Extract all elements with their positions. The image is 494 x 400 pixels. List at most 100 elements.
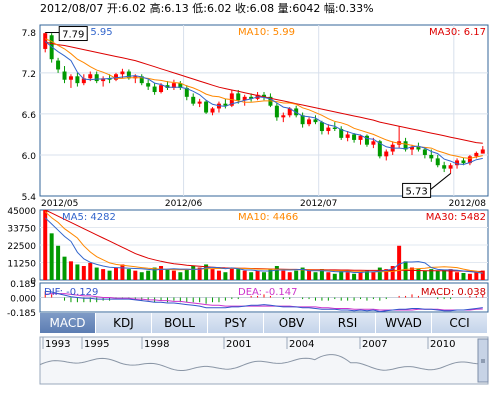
volume-bar: [126, 269, 131, 280]
indicator-tabs: MACD KDJ BOLL PSY OBV RSI WVAD CCI: [40, 313, 488, 333]
navigator-year-label: 1993: [45, 339, 70, 350]
volume-bar: [43, 210, 48, 280]
candle-body: [345, 134, 350, 138]
candle-body: [101, 78, 106, 82]
tab-boll[interactable]: BOLL: [152, 313, 208, 333]
volume-bar: [416, 269, 421, 280]
price-y-tick: 5.4: [22, 193, 37, 203]
volume-bar: [49, 233, 54, 280]
navigator-year-label: 2004: [289, 339, 314, 350]
min-label: 5.73: [405, 186, 427, 197]
vol-ma5-legend: MA5: 4282: [62, 212, 116, 223]
candle-body: [474, 152, 479, 157]
volume-bar: [101, 269, 106, 280]
ma30-legend: MA30: 6.17: [429, 27, 486, 38]
candle-body: [120, 71, 125, 75]
vol-ma10-line: [44, 211, 483, 274]
volume-bar: [352, 273, 357, 280]
tab-psy[interactable]: PSY: [208, 313, 264, 333]
volume-bar: [236, 269, 241, 280]
candle-body: [313, 119, 318, 123]
volume-bar: [81, 266, 86, 280]
candle-body: [171, 83, 176, 88]
candle-body: [107, 78, 112, 80]
volume-bar: [435, 270, 440, 280]
candle-body: [307, 119, 312, 125]
volume-bar: [326, 272, 331, 280]
candle-body: [410, 146, 414, 150]
volume-y-tick: 33750: [7, 225, 36, 235]
date-x-label: 2012/05: [41, 199, 78, 209]
date-x-label: 2012/06: [165, 199, 203, 209]
candle-body: [339, 128, 344, 138]
volume-bar: [422, 270, 427, 280]
min-label-box: [402, 182, 432, 198]
dif-legend: DIF: -0.129: [44, 287, 98, 298]
volume-bar: [274, 266, 279, 280]
volume-bar: [339, 270, 344, 280]
candle-body: [442, 165, 447, 169]
volume-bar: [358, 272, 363, 280]
candle-body: [358, 135, 363, 140]
candle-body: [223, 103, 228, 106]
quote-header: 2012/08/07 开:6.02 高:6.13 低:6.02 收:6.08 量…: [40, 1, 374, 15]
volume-bar: [197, 267, 202, 280]
vol-ma5-line: [44, 217, 483, 274]
candle-body: [281, 115, 286, 118]
volume-bar: [474, 272, 479, 280]
candle-body: [204, 101, 209, 113]
tab-rsi[interactable]: RSI: [320, 313, 376, 333]
tab-macd[interactable]: MACD: [40, 313, 96, 333]
volume-bar: [75, 264, 80, 280]
candle-body: [448, 165, 453, 169]
volume-bar: [455, 272, 460, 280]
volume-bar: [294, 270, 299, 280]
volume-bar: [171, 270, 176, 280]
volume-bar: [345, 272, 350, 280]
candle-body: [262, 94, 266, 97]
volume-bar: [178, 272, 183, 280]
date-x-label: 2012/08: [449, 199, 487, 209]
volume-bar: [223, 272, 228, 280]
ma10-line: [45, 38, 483, 159]
candle-body: [184, 87, 189, 97]
candle-body: [384, 151, 389, 157]
macd-y-tick: 0.185: [10, 280, 36, 290]
volume-bar: [480, 270, 485, 280]
tab-wvad[interactable]: WVAD: [376, 313, 432, 333]
tab-cci[interactable]: CCI: [432, 313, 488, 333]
volume-bar: [216, 270, 221, 280]
macd-legend: MACD: 0.038: [421, 287, 486, 298]
candle-body: [300, 115, 305, 125]
tab-kdj[interactable]: KDJ: [96, 313, 152, 333]
dea-line: [45, 293, 483, 311]
candle-body: [88, 74, 93, 79]
macd-y-tick: -0.185: [7, 309, 36, 319]
candle-body: [377, 141, 382, 157]
volume-y-tick: 11250: [7, 260, 36, 270]
price-y-tick: 6.6: [22, 111, 37, 121]
dea-legend: DEA: -0.147: [238, 287, 297, 298]
volume-bar: [255, 270, 260, 280]
candle-body: [242, 96, 247, 101]
volume-bar: [377, 267, 382, 280]
volume-bar: [107, 270, 112, 280]
volume-bar: [429, 269, 434, 280]
candle-body: [81, 78, 86, 84]
vol-ma10-legend: MA10: 4466: [238, 212, 298, 223]
volume-bar: [397, 245, 402, 280]
volume-bar: [410, 267, 414, 280]
volume-bar: [94, 267, 99, 280]
candle-body: [43, 33, 48, 49]
candle-body: [332, 127, 337, 129]
volume-bar: [88, 262, 93, 280]
candle-body: [352, 134, 357, 140]
volume-bar: [210, 269, 215, 280]
volume-bar: [307, 270, 312, 280]
candle-body: [178, 83, 183, 88]
tab-obv[interactable]: OBV: [264, 313, 320, 333]
ma5-line: [44, 41, 483, 166]
volume-bar: [300, 267, 305, 280]
volume-bar: [184, 269, 189, 280]
